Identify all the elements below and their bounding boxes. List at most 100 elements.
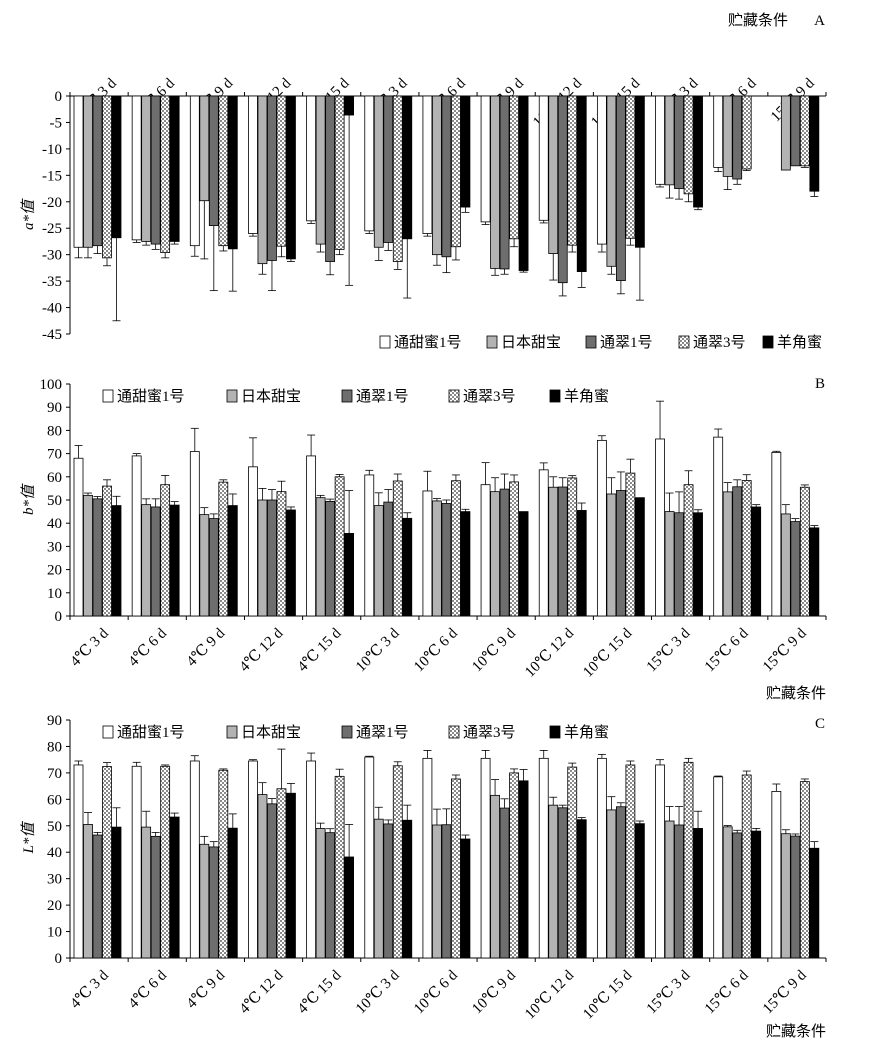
bar-1 [141,95,152,242]
bar-2 [674,95,684,189]
bar-2 [383,95,394,243]
bar-1 [373,95,384,248]
bar-2 [267,95,277,261]
y-tick-label: 20 [47,898,62,914]
bar-0 [596,95,607,245]
bar-4 [751,830,762,959]
x-tick-label: 10℃ 3 d [353,625,403,675]
bar-3 [102,485,112,617]
bar-0 [73,764,84,959]
x-tick-label: 15℃ 9 d [760,967,810,1017]
y-tick-label: 50 [47,819,62,835]
bar-2 [208,95,219,226]
bar-3 [334,775,345,959]
bar-1 [432,95,442,256]
bar-0 [713,95,724,168]
y-tick-label: 10 [47,925,62,941]
legend-label: 通翠3号 [463,724,516,741]
bar-2 [383,501,394,617]
bar-4 [169,95,180,242]
bar-1 [83,95,93,248]
bar-4 [460,838,471,959]
bar-1 [490,794,500,959]
bar-1 [548,95,559,255]
y-tick-label: -25 [42,221,62,237]
bar-3 [509,95,519,240]
bar-4 [576,95,587,272]
y-tick-label: 90 [47,400,62,416]
bar-2 [92,498,103,617]
bar-1 [257,499,268,617]
x-tick-label: 10℃ 12 d [522,967,577,1022]
bar-4 [344,95,355,116]
bar-1 [315,497,326,617]
bar-4 [227,95,238,250]
bar-0 [73,457,84,617]
bar-3 [741,95,752,170]
y-tick-label: 50 [47,493,62,509]
bar-4 [286,509,296,617]
legend-swatch-3 [448,725,460,739]
bar-2 [150,95,161,245]
bar-4 [111,505,122,617]
bar-3 [741,480,752,617]
legend-swatch-2 [341,389,353,403]
legend-label: 通翠1号 [356,388,409,405]
bar-2 [383,823,394,959]
x-tick-label: 4℃ 12 d [237,625,287,675]
bar-0 [771,791,782,959]
x-tick-label: 15℃ 6 d [702,625,752,675]
bar-0 [248,466,258,617]
y-tick-label: -20 [42,195,62,211]
bar-4 [518,780,529,959]
bar-3 [567,766,578,959]
bar-4 [402,95,413,240]
panel-label: C [815,716,825,732]
legend-label: 通翠3号 [463,388,516,405]
bar-1 [315,828,326,959]
bar-2 [92,95,103,247]
bar-0 [422,490,433,617]
bar-3 [276,788,287,959]
bar-4 [634,497,645,617]
y-tick-label: -30 [42,248,62,264]
legend-label: 日本甜宝 [241,724,301,741]
bar-3 [509,481,519,617]
x-tick-label: 15℃ 6 d [702,967,752,1017]
bar-1 [257,95,268,265]
bar-1 [432,500,442,617]
x-tick-label: 10℃ 15 d [580,967,635,1022]
bar-0 [422,757,433,959]
x-tick-label: 10℃ 9 d [469,625,519,675]
bar-3 [625,472,636,617]
bar-0 [248,95,258,234]
y-tick-label: 70 [47,447,62,463]
bar-3 [392,480,403,617]
bar-2 [441,95,452,258]
bar-2 [732,832,743,959]
y-tick-label: 0 [55,951,63,967]
bar-2 [150,835,161,959]
bar-4 [809,847,820,959]
x-axis-label: 贮藏条件 [728,12,788,29]
bar-3 [451,778,461,959]
x-tick-label: 15℃ 3 d [644,967,694,1017]
x-tick-label: 4℃ 9 d [184,967,229,1012]
bar-1 [664,95,675,186]
bar-4 [286,95,296,260]
y-tick-label: 40 [47,845,62,861]
bar-0 [538,757,549,959]
bar-1 [83,494,93,617]
bar-0 [596,439,607,617]
bar-2 [441,503,452,617]
bar-4 [344,856,355,959]
bar-3 [334,95,345,250]
bar-2 [499,488,510,617]
bar-4 [227,827,238,959]
bar-3 [799,95,810,167]
x-tick-label: 10℃ 9 d [469,967,519,1017]
y-tick-label: 0 [55,609,63,625]
bar-2 [674,824,684,959]
x-tick-label: 4℃ 15 d [295,967,345,1017]
y-tick-label: -35 [42,274,62,290]
